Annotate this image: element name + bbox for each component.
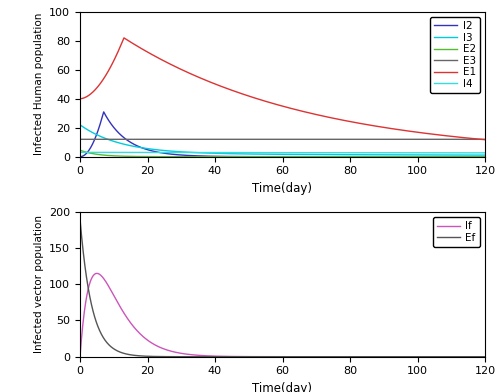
Ef bbox=[470, 354, 476, 359]
Y-axis label: Infected Human population: Infected Human population bbox=[34, 13, 43, 155]
Line: I2: I2 bbox=[80, 112, 485, 157]
Ef bbox=[482, 354, 488, 359]
E2 bbox=[470, 154, 476, 159]
E1 bbox=[470, 136, 476, 141]
Ef bbox=[98, 330, 103, 335]
I2 bbox=[77, 154, 83, 159]
If bbox=[94, 271, 100, 276]
I2 bbox=[396, 154, 402, 159]
E2 bbox=[470, 154, 476, 159]
I4 bbox=[396, 151, 402, 155]
E2 bbox=[98, 152, 103, 157]
I4 bbox=[482, 151, 488, 155]
Ef bbox=[274, 354, 280, 359]
E1 bbox=[121, 36, 127, 40]
I4 bbox=[470, 151, 476, 155]
I2 bbox=[98, 120, 103, 125]
Line: I4: I4 bbox=[80, 152, 485, 153]
I2 bbox=[482, 154, 488, 159]
E3 bbox=[482, 137, 488, 142]
Ef bbox=[77, 217, 83, 221]
I3 bbox=[77, 122, 83, 127]
E3 bbox=[396, 137, 402, 142]
Ef bbox=[263, 354, 269, 359]
Legend: I2, I3, E2, E3, E1, I4: I2, I3, E2, E3, E1, I4 bbox=[430, 17, 480, 93]
E3 bbox=[77, 137, 83, 142]
I2 bbox=[470, 154, 476, 159]
Line: E1: E1 bbox=[80, 38, 485, 140]
Line: E2: E2 bbox=[80, 150, 485, 157]
I3 bbox=[396, 152, 402, 157]
If bbox=[482, 354, 488, 359]
I3 bbox=[470, 153, 476, 158]
Legend: If, Ef: If, Ef bbox=[433, 217, 480, 247]
E3 bbox=[98, 137, 103, 142]
If bbox=[470, 354, 476, 359]
Line: Ef: Ef bbox=[80, 219, 485, 357]
E3 bbox=[263, 137, 269, 142]
E1 bbox=[264, 99, 270, 104]
E3 bbox=[470, 137, 476, 142]
I4 bbox=[98, 150, 103, 155]
E2 bbox=[482, 154, 488, 159]
If bbox=[396, 354, 402, 359]
X-axis label: Time(day): Time(day) bbox=[252, 382, 312, 392]
E2 bbox=[274, 154, 280, 159]
I3 bbox=[470, 153, 476, 158]
X-axis label: Time(day): Time(day) bbox=[252, 182, 312, 195]
I3 bbox=[482, 153, 488, 158]
E1 bbox=[274, 102, 280, 107]
I2 bbox=[100, 110, 106, 114]
E2 bbox=[77, 148, 83, 152]
E3 bbox=[470, 137, 476, 142]
If bbox=[274, 354, 280, 359]
I4 bbox=[470, 151, 476, 155]
I4 bbox=[77, 150, 83, 155]
E2 bbox=[263, 154, 269, 159]
Ef bbox=[470, 354, 476, 359]
E1 bbox=[396, 127, 402, 132]
E1 bbox=[77, 96, 83, 101]
Line: If: If bbox=[80, 273, 485, 357]
I3 bbox=[98, 134, 103, 139]
If bbox=[77, 354, 83, 359]
If bbox=[98, 273, 104, 278]
E2 bbox=[396, 154, 402, 159]
I2 bbox=[274, 154, 280, 159]
I2 bbox=[470, 154, 476, 159]
Ef bbox=[396, 354, 402, 359]
E1 bbox=[98, 81, 103, 85]
If bbox=[470, 354, 476, 359]
I2 bbox=[264, 154, 270, 159]
Y-axis label: Infected vector population: Infected vector population bbox=[34, 215, 43, 353]
I4 bbox=[274, 150, 280, 155]
Line: I3: I3 bbox=[80, 125, 485, 155]
E3 bbox=[274, 137, 280, 142]
I3 bbox=[263, 152, 269, 156]
I3 bbox=[274, 152, 280, 157]
E1 bbox=[470, 136, 476, 141]
If bbox=[264, 354, 270, 359]
E1 bbox=[482, 137, 488, 142]
I4 bbox=[263, 150, 269, 155]
